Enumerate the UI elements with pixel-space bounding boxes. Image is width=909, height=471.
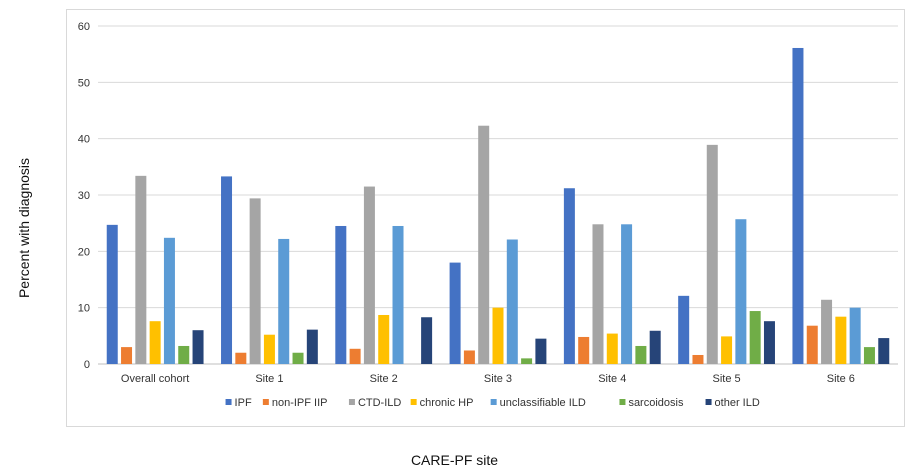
legend-swatch (490, 399, 497, 405)
bar (749, 311, 761, 364)
bar (621, 224, 633, 364)
x-axis-title: CARE-PF site (410, 452, 499, 468)
y-tick-label: 20 (78, 246, 90, 258)
bar (449, 262, 461, 364)
bar (306, 329, 318, 364)
x-tick-label: Site 1 (255, 373, 283, 385)
bar (578, 336, 590, 364)
bar (249, 198, 261, 364)
y-tick-label: 40 (78, 134, 90, 146)
legend-label: non-IPF IIP (272, 397, 328, 409)
bar (106, 224, 118, 364)
bar (635, 345, 647, 364)
bar (763, 321, 775, 364)
bar (392, 225, 404, 364)
bar (649, 330, 661, 364)
bar (792, 47, 804, 364)
bar (506, 239, 518, 364)
y-tick-label: 60 (78, 21, 90, 33)
legend-label: other ILD (715, 397, 760, 409)
bar (849, 307, 861, 364)
x-tick-label: Site 5 (713, 373, 741, 385)
x-tick-label: Site 3 (484, 373, 512, 385)
bar (178, 345, 190, 364)
chart-area (66, 9, 905, 427)
legend-label: IPF (235, 397, 252, 409)
bar (735, 219, 747, 364)
x-tick-label: Site 2 (370, 373, 398, 385)
legend-swatch (348, 399, 355, 405)
bar (221, 176, 233, 364)
legend-label: sarcoidosis (628, 397, 684, 409)
bar (592, 224, 604, 364)
bar (349, 348, 361, 364)
bar (363, 186, 375, 364)
bar (535, 338, 547, 364)
x-tick-label: Site 4 (598, 373, 626, 385)
bar (335, 225, 347, 364)
bar (192, 330, 204, 364)
bar (163, 237, 175, 364)
x-tick-label: Site 6 (827, 373, 855, 385)
bar (149, 321, 161, 364)
bar (821, 299, 833, 364)
legend-label: unclassifiable ILD (500, 397, 586, 409)
bar (863, 347, 875, 364)
bar (721, 336, 733, 364)
y-tick-label: 0 (84, 359, 90, 371)
bar (235, 352, 247, 364)
bar (135, 175, 147, 364)
bar (806, 325, 818, 364)
legend-swatch (705, 399, 712, 405)
y-tick-label: 10 (78, 303, 90, 315)
bar (563, 188, 575, 364)
legend-label: chronic HP (420, 397, 474, 409)
bar (521, 358, 533, 364)
legend-swatch (619, 399, 626, 405)
x-tick-label: Overall cohort (121, 373, 189, 385)
bar (263, 334, 275, 364)
bar (692, 354, 704, 364)
y-tick-label: 50 (78, 77, 90, 89)
legend-label: CTD-ILD (358, 397, 401, 409)
bar (606, 333, 618, 364)
legend-swatch (262, 399, 269, 405)
bar (835, 316, 847, 364)
y-tick-label: 30 (78, 190, 90, 202)
bar (278, 238, 290, 364)
bar (421, 317, 433, 364)
bar (121, 347, 133, 364)
bar (706, 144, 718, 364)
bar (492, 307, 504, 364)
bar (378, 314, 390, 364)
legend-swatch (410, 399, 417, 405)
bar (678, 295, 690, 364)
bar (878, 338, 890, 364)
bar (292, 352, 304, 364)
bar (463, 350, 475, 364)
legend-swatch (225, 399, 232, 405)
bar (478, 125, 490, 365)
